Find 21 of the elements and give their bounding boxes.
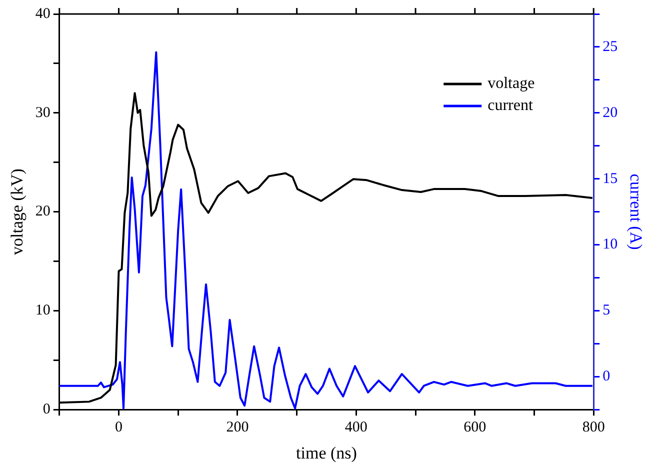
y-axis-title: voltage (kV) bbox=[8, 168, 27, 255]
y2-tick-label: 0 bbox=[602, 368, 610, 385]
y2-tick-label: 10 bbox=[602, 236, 618, 253]
x-tick-label: 200 bbox=[226, 420, 249, 436]
legend-label: voltage bbox=[488, 75, 535, 92]
x-tick-label: 600 bbox=[464, 420, 486, 436]
y-tick-label: 0 bbox=[42, 402, 50, 418]
x-tick-label: 800 bbox=[582, 420, 605, 436]
y-tick-label: 20 bbox=[35, 204, 50, 220]
x-tick-label: 0 bbox=[115, 420, 123, 436]
y2-axis-title: current (A) bbox=[626, 174, 646, 250]
y2-tick-label: 15 bbox=[602, 170, 618, 187]
x-tick-label: 400 bbox=[344, 420, 368, 436]
y2-tick-label: 20 bbox=[602, 104, 618, 121]
x-axis-title: time (ns) bbox=[296, 443, 357, 462]
legend-label: current bbox=[488, 97, 534, 114]
y2-tick-label: 25 bbox=[602, 38, 618, 55]
y-tick-label: 40 bbox=[35, 6, 50, 22]
y-tick-label: 30 bbox=[35, 104, 50, 121]
y2-tick-label: 5 bbox=[602, 302, 610, 319]
y-tick-label: 10 bbox=[35, 302, 50, 319]
